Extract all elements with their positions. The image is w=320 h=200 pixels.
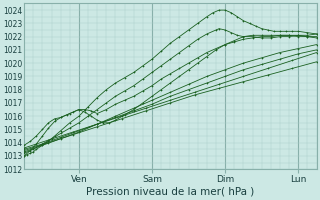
X-axis label: Pression niveau de la mer( hPa ): Pression niveau de la mer( hPa ): [86, 187, 254, 197]
